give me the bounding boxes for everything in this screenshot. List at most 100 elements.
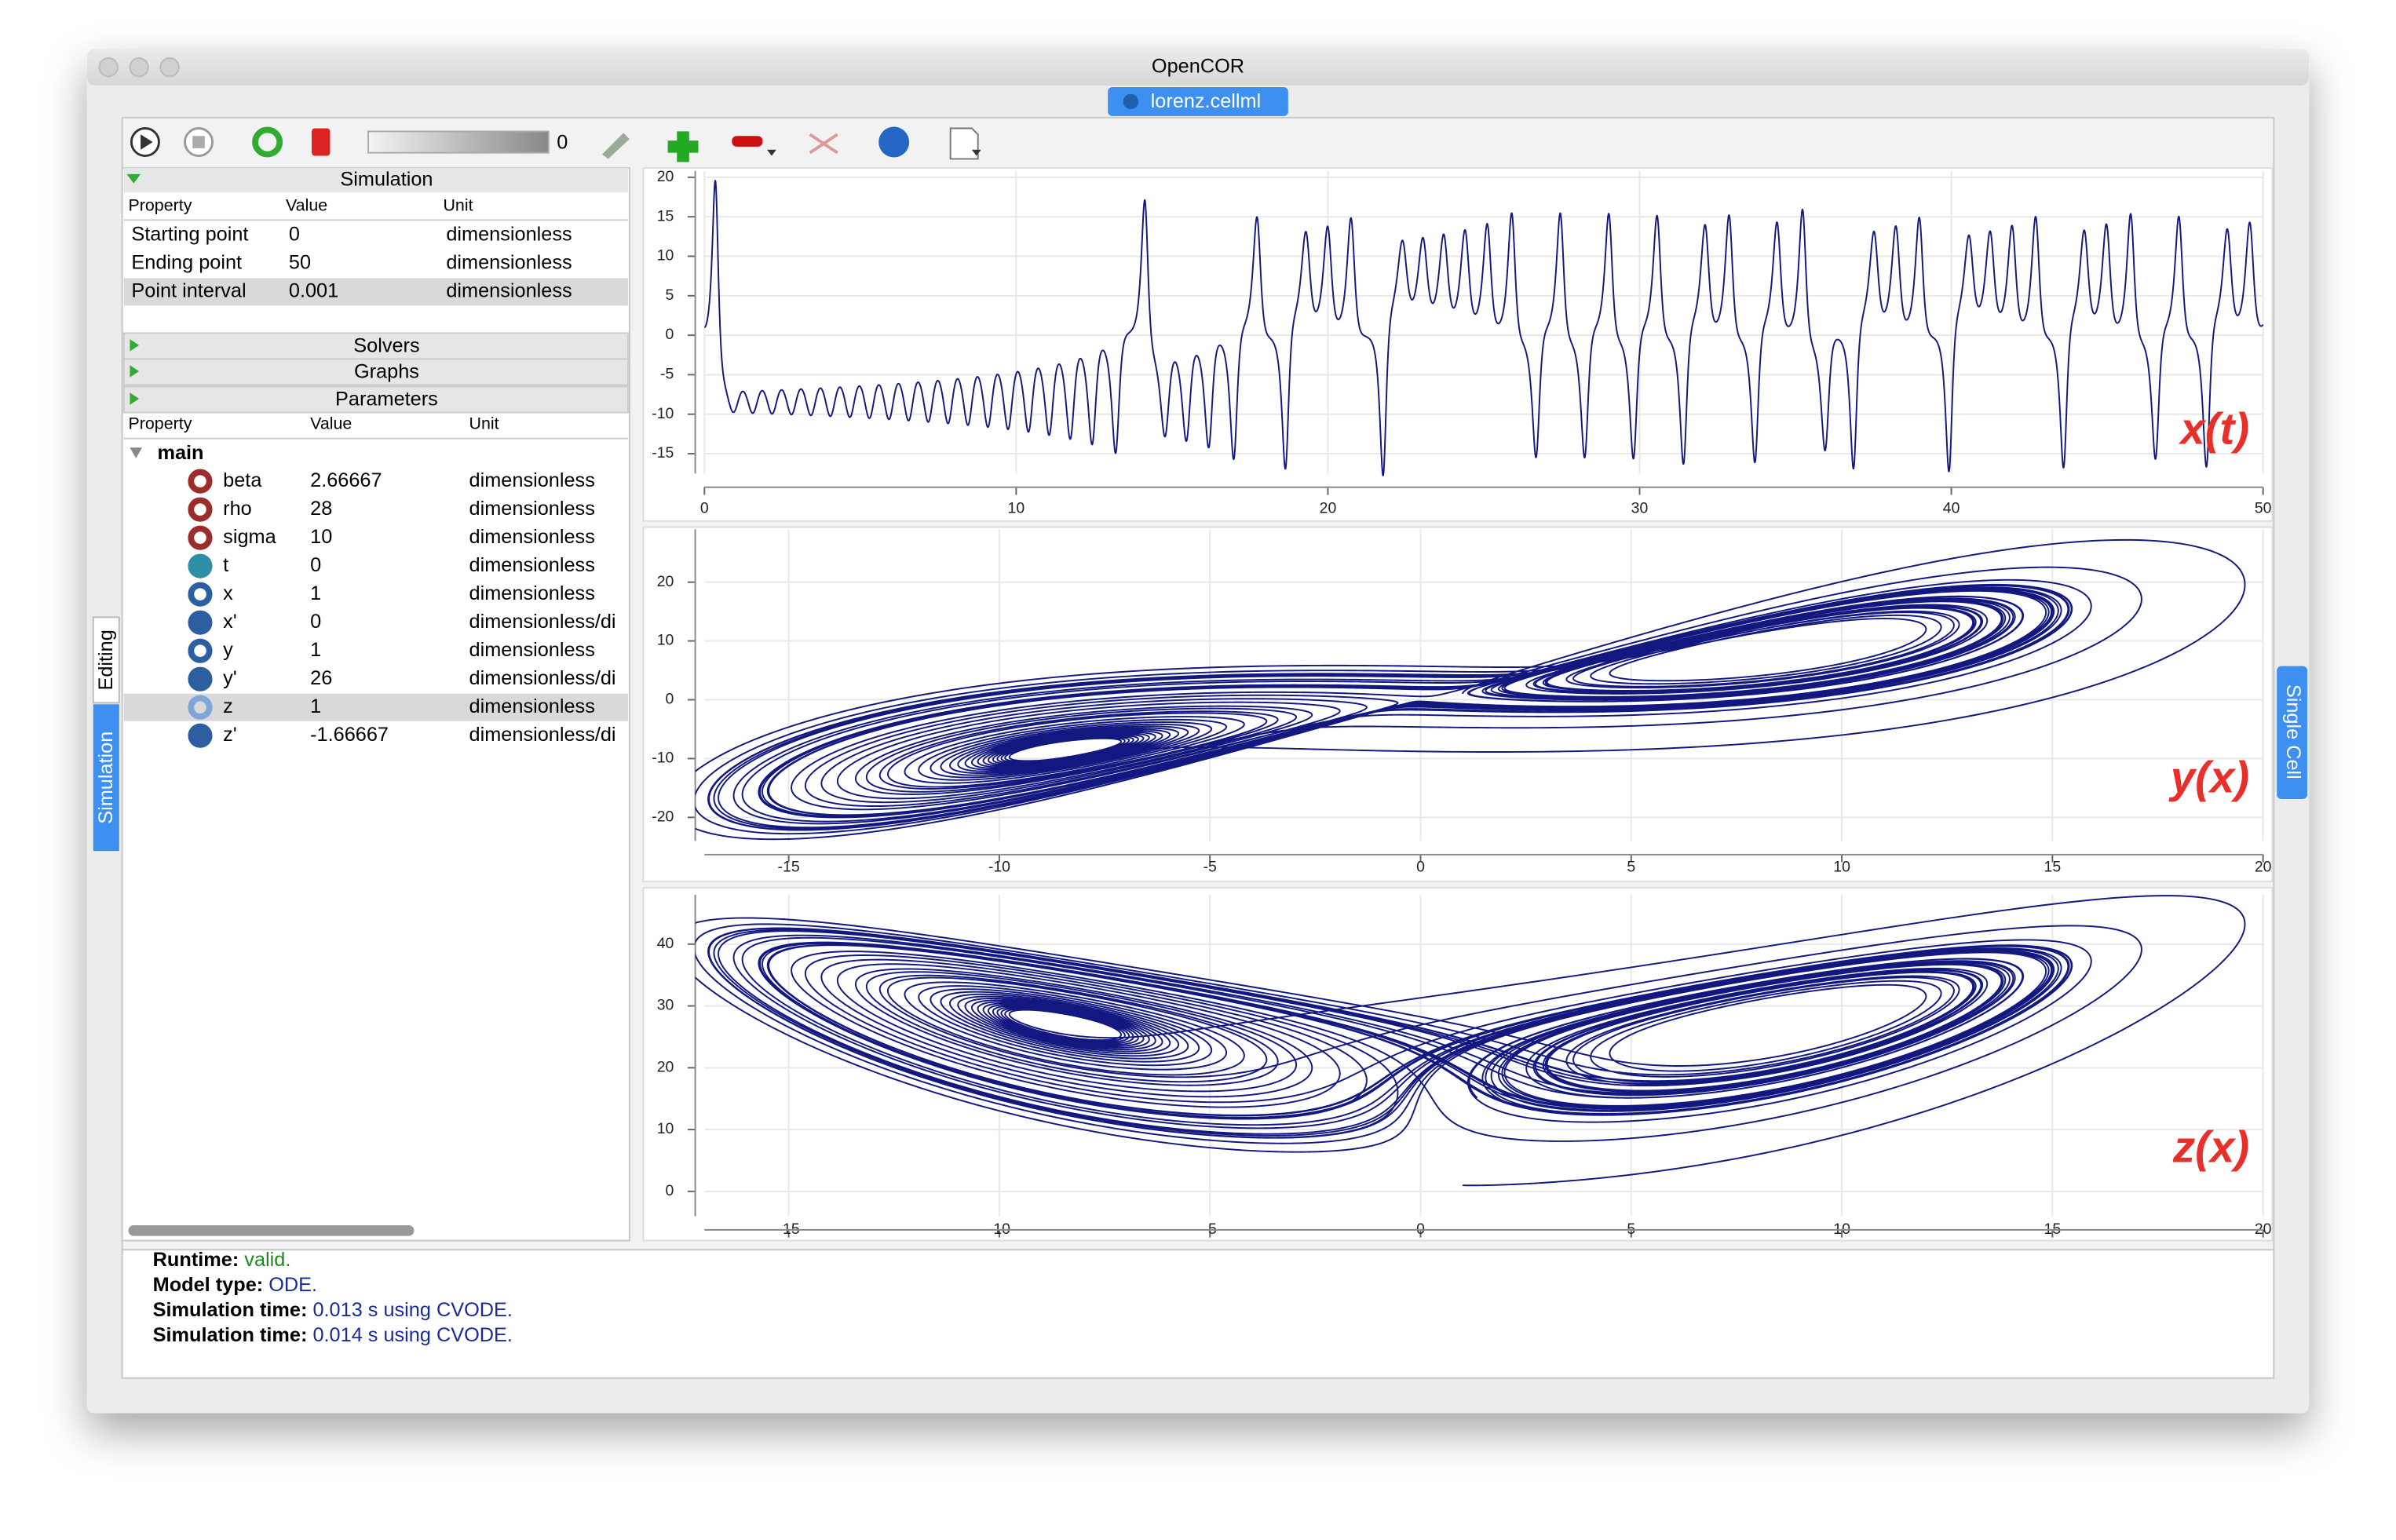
cell: dimensionless/di bbox=[469, 611, 616, 633]
editing-tab[interactable] bbox=[92, 616, 120, 704]
remove-graph-button[interactable] bbox=[732, 136, 763, 147]
cell: dimensionless bbox=[469, 639, 595, 661]
single-cell-tab-label[interactable]: Single Cell bbox=[2282, 684, 2304, 779]
graph-panel bbox=[642, 167, 2274, 522]
cell: 28 bbox=[310, 498, 332, 520]
group-label: main bbox=[157, 442, 203, 464]
cell: dimensionless bbox=[469, 526, 595, 548]
log-line: Runtime: valid. bbox=[153, 1248, 291, 1270]
log-label: Simulation time: bbox=[153, 1324, 308, 1346]
tab-label[interactable]: lorenz.cellml bbox=[1151, 90, 1262, 112]
log-line: Model type: ODE. bbox=[153, 1274, 317, 1296]
y-tick-label: 20 bbox=[657, 168, 674, 185]
section-title: Solvers bbox=[353, 335, 419, 357]
log-label: Runtime: bbox=[153, 1248, 239, 1270]
graph-label: z(x) bbox=[2172, 1122, 2249, 1172]
cell: 0 bbox=[310, 554, 321, 576]
single-cell-tab[interactable] bbox=[2277, 666, 2308, 799]
cell: y bbox=[223, 639, 233, 661]
expand-arrow bbox=[130, 339, 140, 352]
section-header bbox=[122, 332, 629, 360]
log-line: Simulation time: 0.013 s using CVODE. bbox=[153, 1299, 513, 1321]
cell: 0 bbox=[310, 611, 321, 633]
cell: x bbox=[223, 582, 233, 604]
cell: 1 bbox=[310, 582, 321, 604]
reset-button[interactable] bbox=[252, 126, 283, 158]
y-tick-label: 10 bbox=[657, 1120, 674, 1137]
cell: Starting point bbox=[131, 223, 248, 245]
editing-tab-label[interactable]: Editing bbox=[95, 630, 117, 690]
x-tick-label: 0 bbox=[700, 499, 709, 516]
section-header bbox=[122, 385, 629, 414]
cell: 10 bbox=[310, 526, 332, 548]
delay-slider[interactable] bbox=[367, 130, 550, 154]
y-tick-label: 0 bbox=[666, 691, 674, 708]
delay-value: 0 bbox=[557, 132, 568, 154]
window-title: OpenCOR bbox=[1152, 55, 1244, 77]
cell: sigma bbox=[223, 526, 276, 548]
zoom-button[interactable] bbox=[159, 57, 180, 78]
graph-label: x(t) bbox=[2178, 404, 2249, 454]
cell: -1.66667 bbox=[310, 724, 389, 746]
y-tick-label: 20 bbox=[657, 573, 674, 590]
y-tick-label: -10 bbox=[652, 405, 674, 422]
log-value: valid. bbox=[244, 1248, 290, 1270]
cell: dimensionless/di bbox=[469, 724, 616, 746]
section-header bbox=[123, 168, 628, 193]
cell: y' bbox=[223, 667, 236, 689]
cell: dimensionless bbox=[446, 223, 572, 245]
cell: dimensionless bbox=[469, 695, 595, 717]
log-value: 0.013 s using CVODE. bbox=[312, 1299, 513, 1321]
log-label: Simulation time: bbox=[153, 1299, 308, 1321]
trace bbox=[695, 895, 2246, 1187]
log-line: Simulation time: 0.014 s using CVODE. bbox=[153, 1324, 513, 1346]
section-title: Graphs bbox=[354, 361, 419, 383]
run-icon bbox=[141, 134, 153, 150]
add-graph-button[interactable] bbox=[667, 131, 699, 162]
trace bbox=[695, 538, 2246, 841]
y-tick-label: 15 bbox=[657, 207, 674, 224]
dropdown-arrow bbox=[971, 149, 981, 156]
file-tab[interactable] bbox=[1108, 86, 1288, 116]
stop-icon bbox=[192, 136, 205, 148]
cell: dimensionless bbox=[469, 469, 595, 491]
expand-arrow bbox=[130, 392, 140, 405]
cell: 0.001 bbox=[289, 279, 338, 301]
export-button[interactable] bbox=[949, 127, 979, 160]
cell: dimensionless bbox=[469, 554, 595, 576]
tab-close[interactable] bbox=[1123, 93, 1139, 110]
output-log: Runtime: valid. Model type: ODE. Simulatio… bbox=[153, 1248, 513, 1345]
simulation-tab[interactable] bbox=[93, 704, 119, 852]
cell: x' bbox=[223, 611, 236, 633]
y-tick-label: 30 bbox=[657, 997, 674, 1014]
column-header: Property bbox=[129, 414, 192, 433]
graph-label: y(x) bbox=[2168, 753, 2249, 802]
cell: Ending point bbox=[131, 251, 242, 273]
x-tick-label: 5 bbox=[1627, 859, 1635, 876]
state-icon bbox=[188, 695, 213, 720]
tools-button[interactable] bbox=[601, 133, 630, 159]
clear-button[interactable] bbox=[312, 128, 331, 156]
x-tick-label: 0 bbox=[1416, 859, 1425, 876]
clear-graphs-button[interactable] bbox=[809, 133, 838, 155]
output-panel bbox=[121, 1249, 2275, 1379]
column-header: Unit bbox=[469, 414, 499, 433]
property-editor: Simulation Property Value Unit Starting poin… bbox=[122, 168, 629, 748]
cell: dimensionless bbox=[446, 251, 572, 273]
minimize-button[interactable] bbox=[129, 57, 149, 78]
simulation-tab-label[interactable]: Simulation bbox=[95, 732, 117, 824]
cell: Point interval bbox=[131, 279, 246, 301]
y-tick-label: -20 bbox=[652, 808, 674, 825]
x-tick-label: 50 bbox=[2255, 499, 2272, 516]
horizontal-scrollbar[interactable] bbox=[128, 1225, 415, 1236]
sedml-button[interactable] bbox=[878, 126, 910, 158]
y-tick-label: 10 bbox=[657, 632, 674, 649]
y-tick-label: 0 bbox=[666, 326, 674, 343]
close-button[interactable] bbox=[98, 57, 119, 78]
constant-icon bbox=[188, 497, 213, 522]
cell: z bbox=[223, 695, 233, 717]
x-tick-label: -5 bbox=[1203, 859, 1217, 876]
